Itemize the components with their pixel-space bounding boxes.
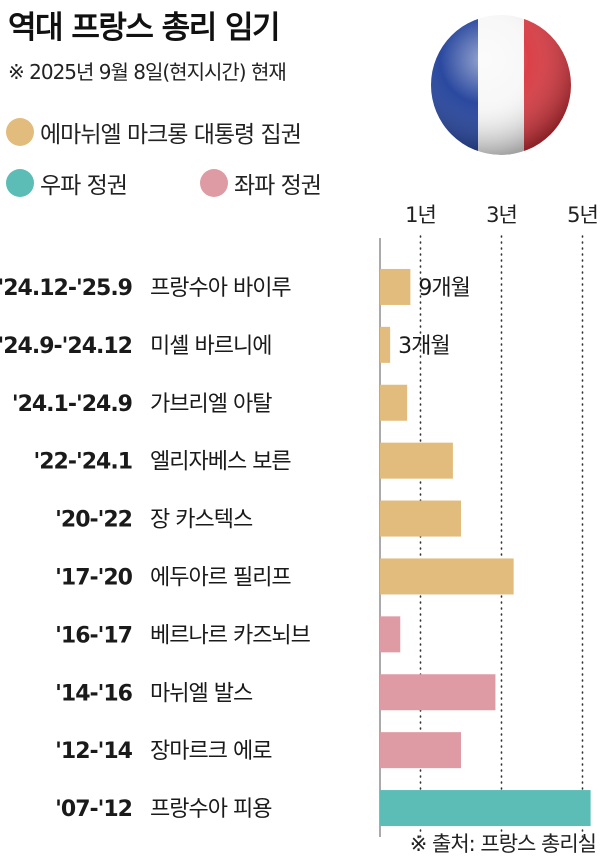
france-flag-ball-icon <box>431 15 571 155</box>
row-period-5: '17-'20 <box>55 565 133 590</box>
legend-swatch-left <box>200 169 228 197</box>
bar-9 <box>380 790 591 827</box>
row-name-8: 장마르크 에로 <box>150 739 272 764</box>
legend-swatch-macron <box>6 118 34 146</box>
legend-label-left: 좌파 정권 <box>234 173 322 199</box>
row-name-0: 프랑수아 바이루 <box>150 276 291 301</box>
row-period-7: '14-'16 <box>55 681 133 706</box>
bar-5 <box>380 558 514 595</box>
bar-8 <box>380 732 461 769</box>
bar-4 <box>380 500 461 537</box>
chart-subtitle: ※ 2025년 9월 8일(현지시간) 현재 <box>8 60 287 84</box>
legend-label-right: 우파 정권 <box>40 173 128 199</box>
legend-item-macron: 에마뉘엘 마크롱 대통령 집권 <box>6 115 302 149</box>
row-name-1: 미셸 바르니에 <box>150 334 271 359</box>
row-name-4: 장 카스텍스 <box>150 508 253 533</box>
row-name-6: 베르나르 카즈뇌브 <box>150 623 311 648</box>
x-tick-label-0: 1년 <box>405 203 436 227</box>
row-name-3: 엘리자베스 보른 <box>150 450 291 475</box>
bar-value-label-0: 9개월 <box>418 276 469 301</box>
bar-6 <box>380 616 401 653</box>
legend-swatch-right <box>6 169 34 197</box>
row-period-1: '24.9-'24.12 <box>0 334 132 359</box>
row-period-8: '12-'14 <box>55 739 133 764</box>
row-name-5: 에두아르 필리프 <box>150 565 291 590</box>
legend-item-right: 우파 정권 <box>6 166 128 200</box>
bar-3 <box>380 442 453 479</box>
row-period-2: '24.1-'24.9 <box>12 392 132 417</box>
bar-1 <box>380 326 391 363</box>
row-period-4: '20-'22 <box>55 508 132 533</box>
legend-label-macron: 에마뉘엘 마크롱 대통령 집권 <box>40 122 302 148</box>
bar-2 <box>380 384 408 421</box>
row-name-7: 마뉘엘 발스 <box>150 681 253 706</box>
source-note: ※ 출처: 프랑스 총리실 <box>409 832 597 856</box>
row-period-6: '16-'17 <box>55 623 132 648</box>
row-period-3: '22-'24.1 <box>34 450 133 475</box>
bar-value-label-1: 3개월 <box>398 334 449 359</box>
row-period-0: '24.12-'25.9 <box>0 276 132 301</box>
row-period-9: '07-'12 <box>55 797 132 822</box>
bar-7 <box>380 674 496 711</box>
legend-item-left: 좌파 정권 <box>200 166 322 200</box>
x-tick-label-2: 5년 <box>567 203 598 227</box>
bar-0 <box>380 268 411 305</box>
row-name-2: 가브리엘 아탈 <box>150 392 272 417</box>
x-tick-label-1: 3년 <box>486 203 517 227</box>
chart-title: 역대 프랑스 총리 임기 <box>8 10 281 46</box>
row-name-9: 프랑수아 피용 <box>150 797 272 822</box>
